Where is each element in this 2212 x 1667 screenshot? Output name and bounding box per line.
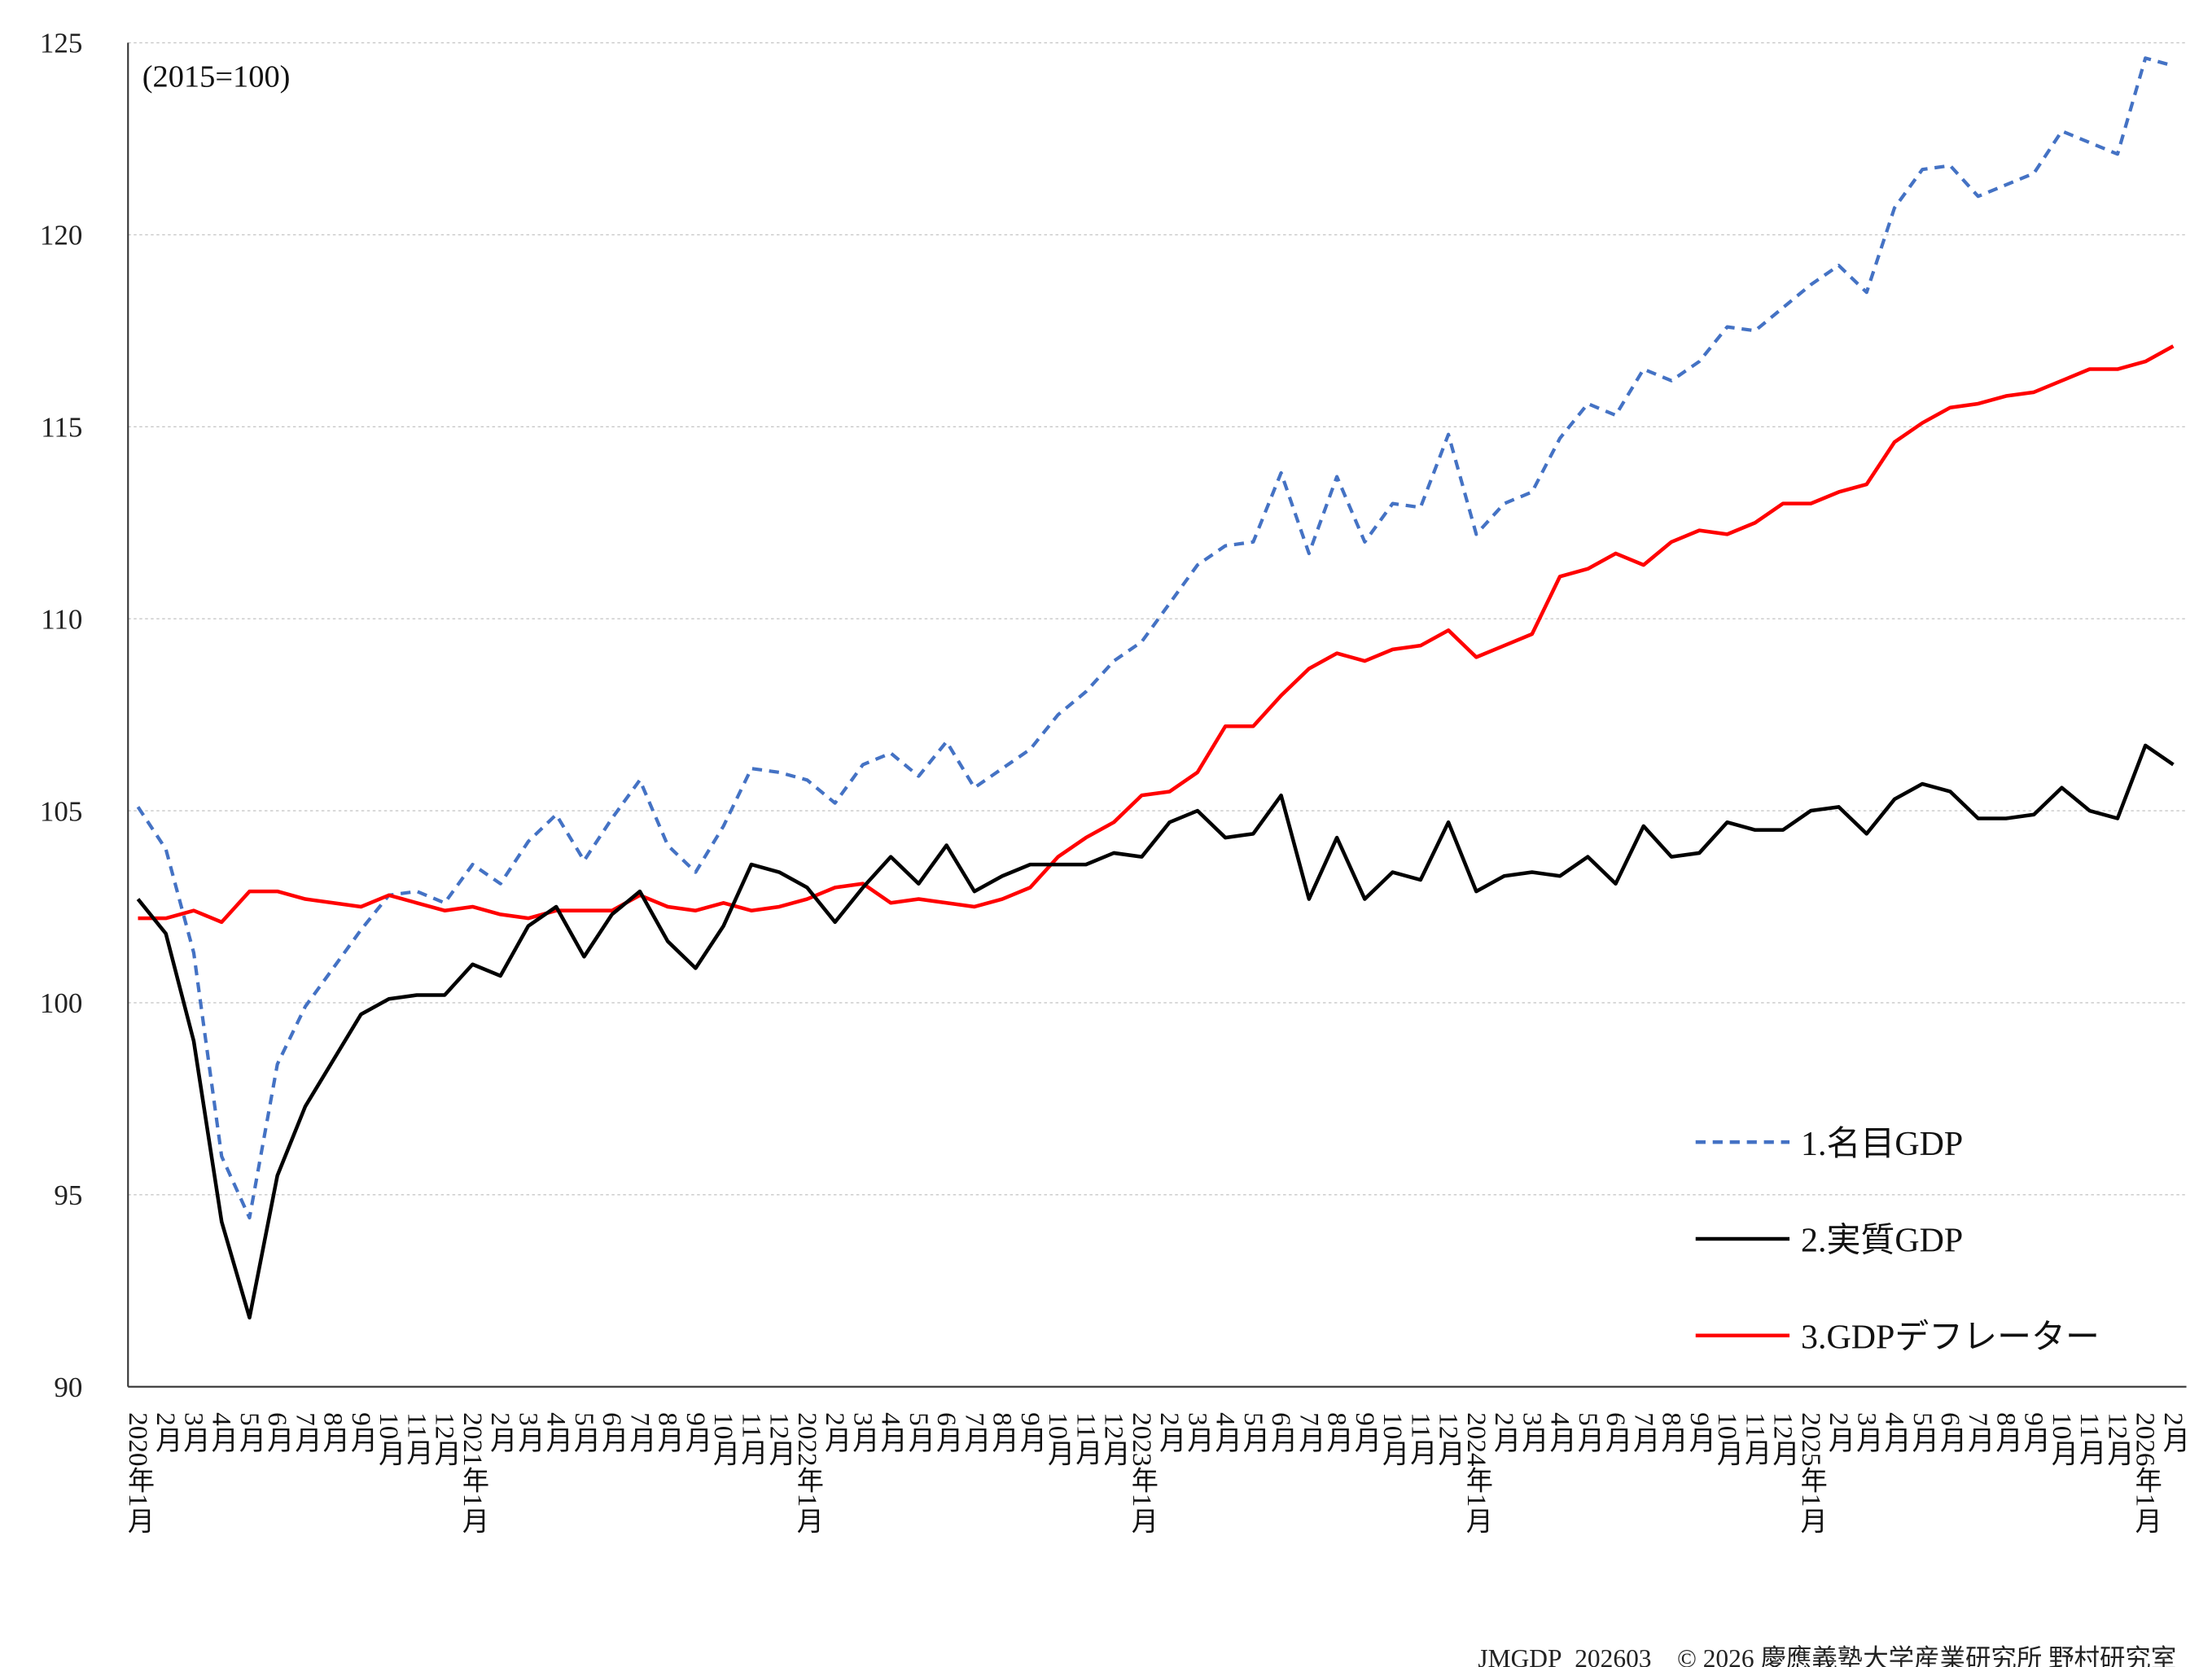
x-tick-label: 9月 (1350, 1412, 1382, 1453)
x-tick-label: 2月 (485, 1412, 517, 1453)
x-tick-label: 10月 (708, 1412, 740, 1466)
legend-label: 3.GDPデフレーター (1801, 1319, 2100, 1357)
x-tick-label: 5月 (1573, 1412, 1605, 1453)
x-tick-label: 6月 (1935, 1412, 1967, 1453)
x-tick-label: 5月 (1908, 1412, 1939, 1453)
legend-label: 1.名目GDP (1801, 1126, 1963, 1163)
x-tick-label: 7月 (290, 1412, 322, 1453)
x-tick-label: 10月 (374, 1412, 405, 1466)
x-tick-label: 6月 (931, 1412, 963, 1453)
x-tick-label: 2020年1月 (123, 1412, 155, 1534)
x-tick-label: 8月 (1657, 1412, 1689, 1453)
x-tick-label: 6月 (1266, 1412, 1298, 1453)
y-tick-label: 105 (40, 795, 82, 827)
x-tick-label: 2026年1月 (2131, 1412, 2162, 1534)
x-tick-label: 12月 (1099, 1412, 1131, 1466)
x-tick-label: 2024年1月 (1461, 1412, 1493, 1534)
x-tick-label: 2月 (2158, 1412, 2190, 1453)
x-tick-label: 8月 (988, 1412, 1019, 1453)
x-tick-label: 11月 (1740, 1412, 1772, 1465)
x-tick-label: 12月 (2102, 1412, 2134, 1466)
y-tick-label: 110 (41, 603, 82, 635)
x-tick-label: 4月 (1211, 1412, 1242, 1453)
x-tick-label: 12月 (1434, 1412, 1465, 1466)
x-tick-label: 9月 (1684, 1412, 1716, 1453)
x-tick-label: 8月 (318, 1412, 350, 1453)
x-tick-label: 4月 (876, 1412, 908, 1453)
x-tick-label: 12月 (1768, 1412, 1800, 1466)
x-tick-label: 2021年1月 (458, 1412, 489, 1534)
x-tick-label: 4月 (541, 1412, 573, 1453)
x-tick-label: 11月 (401, 1412, 433, 1465)
x-tick-label: 6月 (597, 1412, 629, 1453)
x-tick-label: 7月 (1294, 1412, 1325, 1453)
series-line-2 (136, 743, 2175, 1320)
x-tick-label: 9月 (681, 1412, 712, 1453)
series-line-1 (136, 56, 2175, 1220)
base-year-note: (2015=100) (142, 60, 291, 94)
x-tick-label: 6月 (262, 1412, 294, 1453)
x-tick-label: 11月 (736, 1412, 768, 1465)
x-tick-label: 10月 (1378, 1412, 1409, 1466)
y-tick-label: 90 (54, 1372, 82, 1403)
y-tick-label: 125 (40, 28, 82, 59)
x-tick-label: 11月 (1405, 1412, 1437, 1465)
x-tick-label: 10月 (1043, 1412, 1075, 1466)
x-tick-label: 3月 (1517, 1412, 1548, 1453)
x-tick-label: 5月 (1238, 1412, 1270, 1453)
legend: 1.名目GDP 2.実質GDP 3.GDPデフレーター (1695, 1126, 2100, 1357)
x-tick-label: 2月 (820, 1412, 852, 1453)
x-tick-label: 3月 (848, 1412, 879, 1453)
x-tick-label: 12月 (430, 1412, 462, 1466)
x-tick-label: 7月 (1628, 1412, 1660, 1453)
x-tick-label: 3月 (1182, 1412, 1214, 1453)
x-tick-label: 5月 (234, 1412, 266, 1453)
x-tick-label: 3月 (178, 1412, 210, 1453)
x-tick-label: 6月 (1601, 1412, 1632, 1453)
legend-label: 2.実質GDP (1801, 1223, 1963, 1260)
x-tick-label: 4月 (1880, 1412, 1912, 1453)
x-tick-label: 2025年1月 (1796, 1412, 1828, 1534)
x-tick-label: 5月 (904, 1412, 935, 1453)
x-tick-label: 7月 (624, 1412, 656, 1453)
x-tick-label: 2月 (151, 1412, 182, 1453)
y-tick-label: 120 (40, 220, 82, 252)
x-tick-label: 2月 (1154, 1412, 1186, 1453)
footer-credit: JMGDP_202603 © 2026 慶應義塾大学産業研究所 野村研究室 (1478, 1644, 2176, 1667)
x-tick-label: 9月 (1015, 1412, 1047, 1453)
x-tick-label: 5月 (569, 1412, 601, 1453)
x-tick-label: 9月 (346, 1412, 378, 1453)
x-tick-label: 4月 (207, 1412, 239, 1453)
x-tick-label: 2023年1月 (1127, 1412, 1159, 1534)
x-tick-label: 2月 (1489, 1412, 1521, 1453)
x-tick-label: 11月 (2074, 1412, 2106, 1465)
y-tick-label: 115 (41, 412, 82, 444)
x-tick-label: 8月 (1322, 1412, 1354, 1453)
x-tick-label: 9月 (2019, 1412, 2051, 1453)
x-tick-label: 7月 (1963, 1412, 1995, 1453)
series-line-3 (138, 344, 2175, 925)
x-axis-labels: 2020年1月2月3月4月5月6月7月8月9月10月11月12月2021年1月2… (123, 1412, 2190, 1534)
x-tick-label: 11月 (1071, 1412, 1102, 1465)
x-tick-label: 2022年1月 (792, 1412, 824, 1534)
x-tick-label: 2月 (1824, 1412, 1855, 1453)
x-tick-label: 7月 (959, 1412, 991, 1453)
series-lines (136, 56, 2175, 1320)
y-tick-label: 95 (54, 1179, 82, 1211)
x-tick-label: 3月 (513, 1412, 545, 1453)
y-axis-ticks: 90 95 100 105 110 115 120 125 (40, 28, 82, 1403)
x-tick-label: 8月 (1991, 1412, 2022, 1453)
x-tick-label: 10月 (2047, 1412, 2078, 1466)
y-tick-label: 100 (40, 987, 82, 1019)
x-tick-label: 12月 (764, 1412, 796, 1466)
x-tick-label: 3月 (1851, 1412, 1883, 1453)
x-tick-label: 8月 (653, 1412, 685, 1453)
x-tick-label: 4月 (1545, 1412, 1577, 1453)
x-tick-label: 10月 (1712, 1412, 1744, 1466)
